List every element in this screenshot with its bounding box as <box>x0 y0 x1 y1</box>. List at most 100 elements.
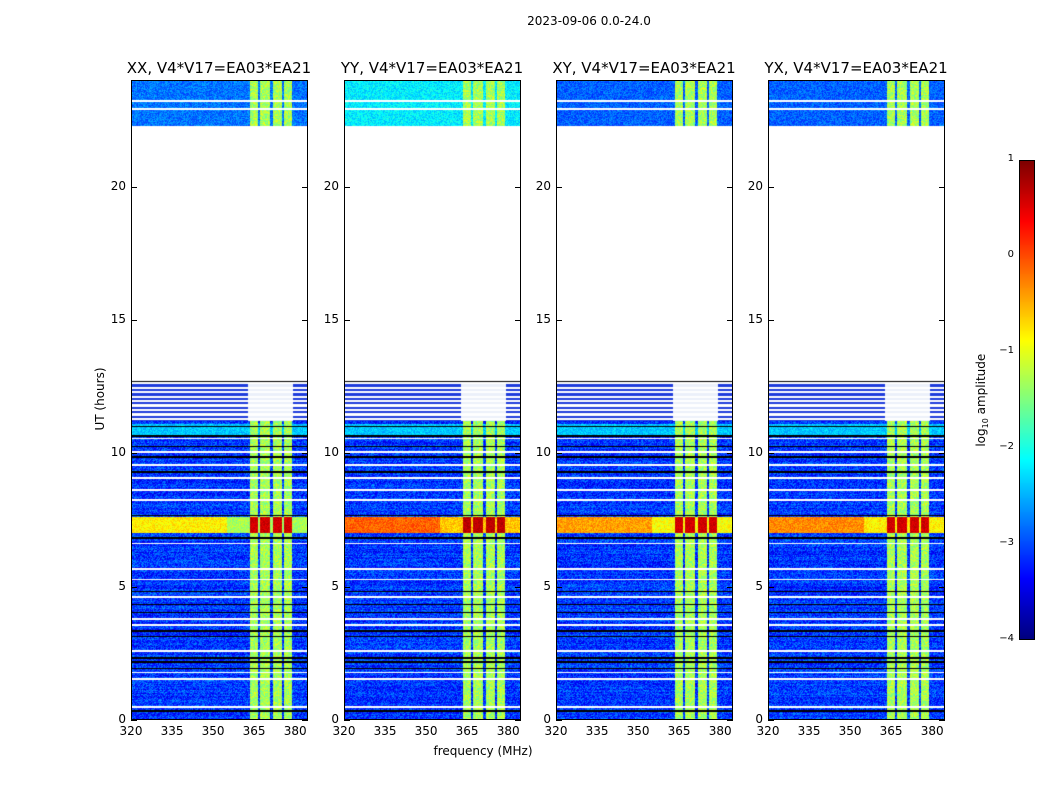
y-tick-mark <box>556 586 562 588</box>
colorbar-label: log10 amplitude <box>973 353 991 447</box>
x-tick-label: 365 <box>242 724 266 738</box>
y-tick-mark <box>131 453 137 455</box>
y-tick-mark <box>302 453 308 455</box>
panel-title: YX, V4*V17=EA03*EA21 <box>764 59 948 77</box>
y-tick-label: 20 <box>747 178 763 193</box>
y-tick-label: 10 <box>110 445 126 460</box>
y-tick-mark <box>556 720 562 721</box>
y-tick-mark <box>515 453 521 455</box>
y-tick-mark <box>768 586 774 588</box>
colorbar-tick-label: −2 <box>999 441 1014 452</box>
y-tick-label: 0 <box>118 712 126 726</box>
y-tick-mark <box>302 186 308 188</box>
x-tick-label: 320 <box>756 724 780 738</box>
x-tick-label: 365 <box>879 724 903 738</box>
y-tick-mark <box>515 320 521 321</box>
y-tick-label: 0 <box>755 712 763 726</box>
y-tick-mark <box>515 720 521 721</box>
x-tick-label: 335 <box>373 724 397 738</box>
y-tick-mark <box>939 586 945 588</box>
x-tick-label: 350 <box>838 724 862 738</box>
x-tick-label: 320 <box>119 724 143 738</box>
colorbar <box>1019 160 1035 640</box>
y-tick-mark <box>344 720 350 721</box>
y-tick-mark <box>344 320 350 321</box>
x-tick-label: 335 <box>585 724 609 738</box>
x-tick-label: 350 <box>626 724 650 738</box>
colorbar-tick-label: −4 <box>999 633 1014 644</box>
y-tick-mark <box>515 586 521 588</box>
y-tick-mark <box>302 720 308 721</box>
y-tick-mark <box>768 186 774 188</box>
y-tick-mark <box>768 453 774 455</box>
y-tick-mark <box>556 453 562 455</box>
y-tick-mark <box>727 453 733 455</box>
y-tick-mark <box>556 320 562 321</box>
y-tick-mark <box>939 320 945 321</box>
x-tick-label: 350 <box>201 724 225 738</box>
y-tick-mark <box>727 720 733 721</box>
y-tick-mark <box>302 586 308 588</box>
y-tick-mark <box>727 586 733 588</box>
y-tick-mark <box>727 320 733 321</box>
y-tick-mark <box>939 720 945 721</box>
x-tick-label: 365 <box>667 724 691 738</box>
y-tick-label: 0 <box>331 712 339 726</box>
y-tick-mark <box>344 586 350 588</box>
y-tick-label: 20 <box>323 178 339 193</box>
panel-title: XY, V4*V17=EA03*EA21 <box>552 59 736 77</box>
heatmap-image <box>557 81 732 719</box>
y-tick-label: 20 <box>535 178 551 193</box>
y-tick-label: 15 <box>110 312 126 326</box>
y-tick-mark <box>727 186 733 188</box>
x-tick-label: 335 <box>797 724 821 738</box>
y-tick-label: 10 <box>323 445 339 460</box>
colorbar-tick-label: 0 <box>1007 249 1014 260</box>
y-tick-label: 10 <box>747 445 763 460</box>
y-tick-label: 15 <box>535 312 551 326</box>
y-tick-mark <box>939 186 945 188</box>
y-tick-label: 15 <box>747 312 763 326</box>
x-tick-label: 320 <box>332 724 356 738</box>
x-tick-label: 320 <box>544 724 568 738</box>
heatmap-panel <box>131 80 308 720</box>
y-tick-label: 5 <box>755 578 763 593</box>
y-tick-mark <box>131 586 137 588</box>
x-tick-label: 365 <box>455 724 479 738</box>
colorbar-tick-label: −1 <box>999 345 1014 356</box>
x-tick-label: 380 <box>708 724 732 738</box>
y-tick-mark <box>302 320 308 321</box>
y-tick-mark <box>515 186 521 188</box>
y-tick-mark <box>939 453 945 455</box>
y-axis-label: UT (hours) <box>93 367 107 431</box>
y-tick-label: 15 <box>323 312 339 326</box>
panel-title: YY, V4*V17=EA03*EA21 <box>340 59 524 77</box>
heatmap-panel <box>556 80 733 720</box>
y-tick-mark <box>768 320 774 321</box>
figure-title: 2023-09-06 0.0-24.0 <box>527 14 651 28</box>
x-tick-label: 380 <box>283 724 307 738</box>
y-tick-mark <box>131 720 137 721</box>
colorbar-tick-label: −3 <box>999 537 1014 548</box>
y-tick-mark <box>344 186 350 188</box>
y-tick-label: 5 <box>118 578 126 593</box>
y-tick-label: 10 <box>535 445 551 460</box>
y-tick-mark <box>556 186 562 188</box>
x-tick-label: 380 <box>920 724 944 738</box>
y-tick-label: 0 <box>543 712 551 726</box>
x-axis-label: frequency (MHz) <box>433 744 533 758</box>
heatmap-image <box>769 81 944 719</box>
x-tick-label: 335 <box>160 724 184 738</box>
heatmap-image <box>345 81 520 719</box>
heatmap-panel <box>768 80 945 720</box>
x-tick-label: 350 <box>414 724 438 738</box>
heatmap-image <box>132 81 307 719</box>
colorbar-tick-label: 1 <box>1007 153 1014 164</box>
y-tick-mark <box>344 453 350 455</box>
heatmap-panel <box>344 80 521 720</box>
y-tick-mark <box>131 320 137 321</box>
panel-title: XX, V4*V17=EA03*EA21 <box>126 59 312 77</box>
y-tick-label: 5 <box>543 578 551 593</box>
x-tick-label: 380 <box>496 724 520 738</box>
